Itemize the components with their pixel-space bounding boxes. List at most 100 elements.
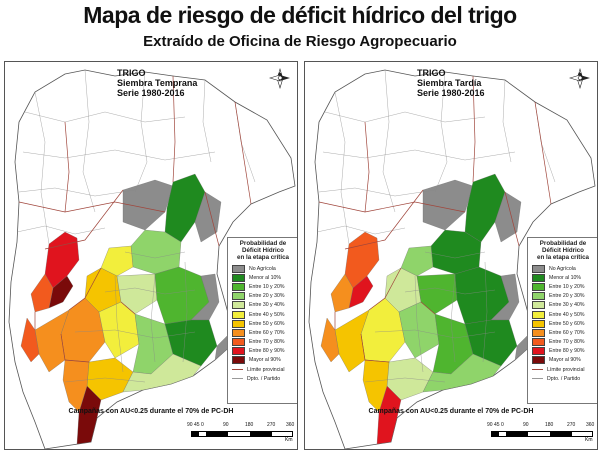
legend-swatch <box>232 273 245 282</box>
legend-label: No Agrícola <box>249 265 276 272</box>
legend-swatch <box>532 310 545 319</box>
legend-swatch <box>232 264 245 273</box>
legend-label: Entre 30 y 40% <box>249 302 285 309</box>
legend-item: Entre 40 y 50% <box>228 310 297 319</box>
department-boundary-13 <box>114 275 124 373</box>
legend-item: No Agrícola <box>228 264 297 273</box>
department-boundary-3 <box>316 225 406 235</box>
legend-label: Entre 20 y 30% <box>249 293 285 300</box>
north-arrow-icon: N <box>569 68 590 90</box>
legend-swatch <box>532 292 545 301</box>
province-boundary-4 <box>120 301 136 315</box>
legend-item: Entre 60 y 70% <box>228 328 297 337</box>
province-boundary-8 <box>172 75 176 183</box>
province-boundary-7 <box>364 121 370 213</box>
legend-swatch <box>232 328 245 337</box>
department-boundary-15 <box>482 261 488 363</box>
legend-boundary-item: Dpto. / Partido <box>528 374 597 383</box>
legend-label: Mayor al 90% <box>249 357 281 364</box>
scale-tick-label: 90 <box>223 422 229 428</box>
legend-swatch <box>232 301 245 310</box>
legend-line-swatch <box>232 378 243 380</box>
legend-swatch <box>532 319 545 328</box>
legend-item: Entre 20 y 30% <box>528 292 597 301</box>
legend-title-line: Déficit Hídrico <box>542 247 584 254</box>
legend-item: Mayor al 90% <box>228 356 297 365</box>
province-boundary-2 <box>204 191 220 247</box>
legend-swatch <box>232 319 245 328</box>
legend-swatch <box>532 347 545 356</box>
province-boundary-3 <box>368 267 402 311</box>
risk-zone-16 <box>20 317 40 363</box>
province-boundary-7 <box>64 121 70 213</box>
legend-item: No Agrícola <box>528 264 597 273</box>
legend-swatch <box>232 292 245 301</box>
legend-label: Entre 80 y 90% <box>549 348 585 355</box>
scale-bar-graphic <box>491 431 593 437</box>
scale-bar: 90 45 0 90 180 270 360 Km <box>485 422 597 446</box>
panel-caption: Campañas con AU<0.25 durante el 70% de P… <box>68 408 234 415</box>
department-boundary-6 <box>434 71 448 193</box>
legend-item: Entre 20 y 30% <box>228 292 297 301</box>
legend-item: Menor al 10% <box>528 273 597 282</box>
legend-label: Entre 60 y 70% <box>249 329 285 336</box>
legend-item: Entre 30 y 40% <box>528 301 597 310</box>
legend-swatch <box>232 356 245 365</box>
legend-label: Menor al 10% <box>549 274 582 281</box>
province-boundary-1 <box>344 189 424 250</box>
legend-title-line: en la etapa crítica <box>237 254 289 261</box>
panel-title-line: Serie 1980-2016 <box>417 88 485 98</box>
legend-label: Entre 10 y 20% <box>249 283 285 290</box>
legend-swatch <box>532 282 545 291</box>
legend-boundary-item: Límite provincial <box>228 365 297 374</box>
panel-caption: Campañas con AU<0.25 durante el 70% de P… <box>368 408 534 415</box>
risk-zone-1 <box>164 173 206 243</box>
department-boundary-7 <box>202 79 212 163</box>
legend-item: Entre 30 y 40% <box>228 301 297 310</box>
panel-title: TRIGO Siembra Tardía Serie 1980-2016 <box>417 68 485 98</box>
legend-swatch <box>532 328 545 337</box>
panel-title-line: TRIGO <box>117 68 146 78</box>
department-boundary-9 <box>124 251 186 259</box>
department-boundary-4 <box>34 91 50 245</box>
scale-unit: Km <box>585 437 593 443</box>
scale-tick-label: 90 <box>187 422 193 428</box>
department-boundary-12 <box>364 377 446 383</box>
legend-label: Menor al 10% <box>249 274 282 281</box>
legend-item: Entre 70 y 80% <box>528 338 597 347</box>
legend-item: Entre 80 y 90% <box>528 347 597 356</box>
legend-title: Probabilidad de Déficit Hídrico en la etap… <box>528 238 597 264</box>
legend-line-swatch <box>532 369 543 371</box>
province-boundary-0 <box>318 201 466 213</box>
scale-tick-label: 360 <box>586 422 595 428</box>
north-arrow-icon: N <box>269 68 290 90</box>
scale-unit: Km <box>285 437 293 443</box>
department-boundary-2 <box>318 187 436 197</box>
legend-label: Entre 60 y 70% <box>549 329 585 336</box>
legend-boundary-label: Límite provincial <box>547 366 585 373</box>
department-boundary-14 <box>450 273 456 363</box>
department-boundary-9 <box>424 251 486 259</box>
risk-zone-14 <box>422 353 502 393</box>
legend-swatch <box>532 264 545 273</box>
legend-swatch <box>232 347 245 356</box>
department-boundary-3 <box>16 225 106 235</box>
risk-zone-19 <box>330 273 354 313</box>
legend-label: Entre 70 y 80% <box>549 339 585 346</box>
risk-zone-14 <box>122 353 202 393</box>
legend-label: Entre 40 y 50% <box>549 311 585 318</box>
panel-title: TRIGO Siembra Temprana Serie 1980-2016 <box>117 68 197 98</box>
scale-tick-label: 270 <box>567 422 576 428</box>
legend-boundary-label: Dpto. / Partido <box>247 375 281 382</box>
department-boundary-11 <box>374 329 496 339</box>
scale-tick-label: 0 <box>201 422 204 428</box>
legend-title-line: Déficit Hídrico <box>242 247 284 254</box>
risk-zone-5 <box>116 273 158 315</box>
scale-tick-label: 360 <box>286 422 295 428</box>
legend-title-line: Probabilidad de <box>239 240 287 247</box>
province-boundary-9 <box>234 101 252 205</box>
department-boundary-2 <box>18 187 136 197</box>
department-boundary-15 <box>182 261 188 363</box>
panel-title-line: Serie 1980-2016 <box>117 88 185 98</box>
legend-swatch <box>232 310 245 319</box>
